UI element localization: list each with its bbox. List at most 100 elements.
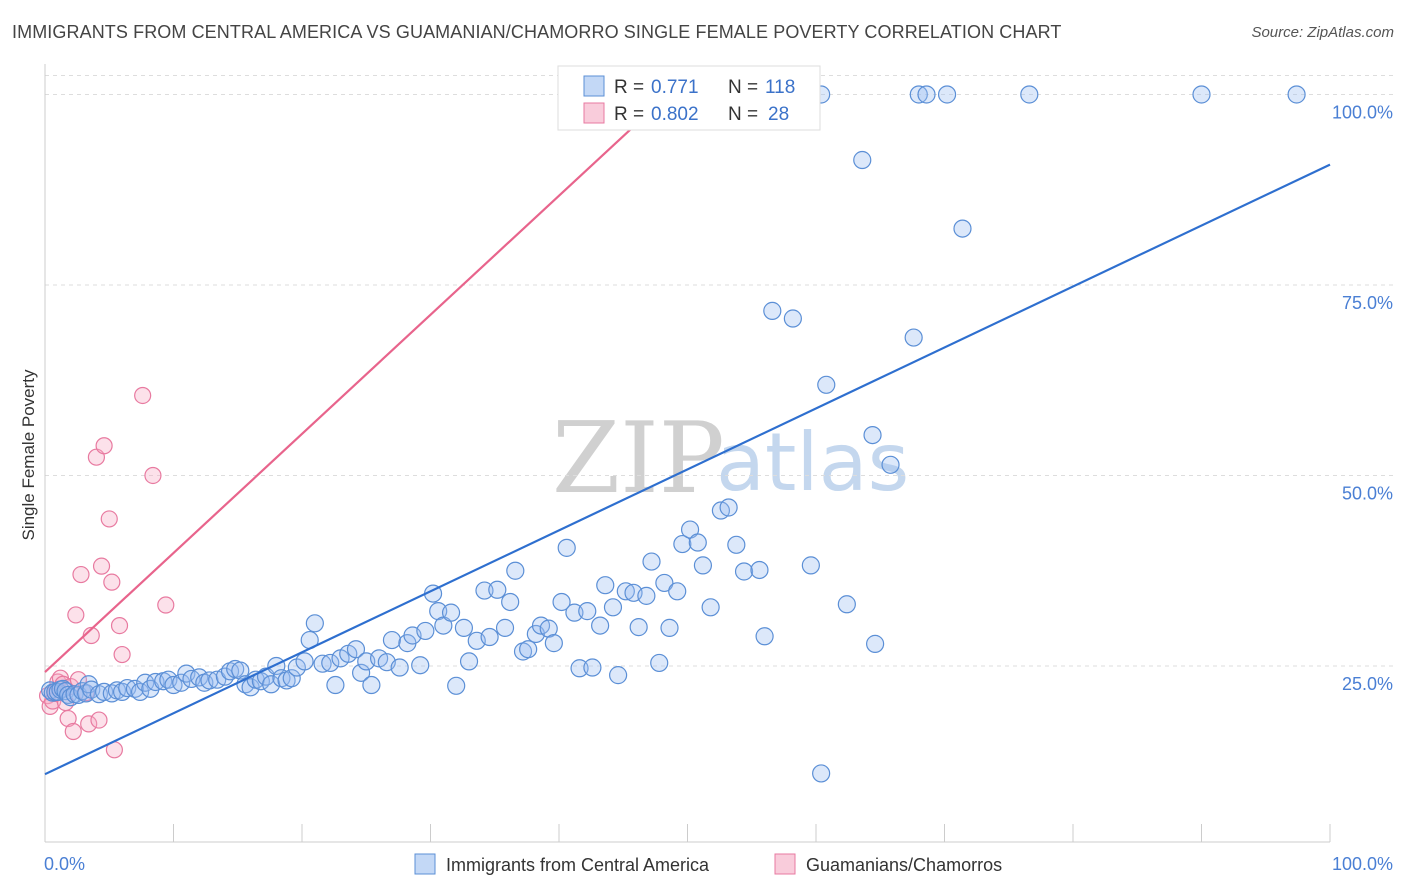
- y-axis-label: Single Female Poverty: [19, 369, 38, 541]
- central-america-point-84: [506, 561, 525, 580]
- central-america-point-127: [853, 150, 872, 170]
- central-america-point-77: [459, 652, 479, 671]
- guamanian-trend-line: [44, 93, 669, 673]
- central-america-point-70: [416, 621, 435, 641]
- central-america-point-130: [881, 455, 900, 474]
- stats-pink-n-label: N =: [728, 104, 758, 125]
- guamanian-point-27: [144, 466, 162, 485]
- bottom-legend: Immigrants from Central America Guamania…: [414, 853, 1002, 875]
- y-tick-label-0: 25.0%: [1342, 674, 1393, 694]
- central-america-point-121: [763, 301, 782, 320]
- central-america-point-123: [801, 556, 820, 575]
- central-america-point-36: [215, 667, 234, 686]
- legend-blue-label: Immigrants from Central America: [446, 855, 710, 875]
- guamanian-point-12: [69, 671, 88, 689]
- central-america-point-62: [362, 675, 381, 695]
- central-america-point-69: [411, 656, 430, 675]
- stats-blue-n-label: N =: [728, 77, 758, 98]
- guamanian-point-20: [95, 437, 113, 455]
- central-america-point-139: [1287, 85, 1306, 104]
- guamanian-point-22: [103, 573, 121, 591]
- central-america-point-129: [866, 634, 885, 653]
- central-america-point-75: [447, 676, 466, 695]
- central-america-point-136: [937, 85, 957, 104]
- legend-pink-swatch: [774, 853, 796, 875]
- central-america-point-91: [552, 592, 571, 612]
- central-america-point-90: [544, 634, 563, 653]
- central-america-point-118: [734, 562, 754, 581]
- guamanian-point-26: [134, 386, 152, 405]
- central-america-point-124: [812, 764, 831, 783]
- central-america-point-59: [346, 640, 366, 659]
- central-america-point-51: [295, 652, 314, 671]
- central-america-point-56: [326, 675, 345, 695]
- central-america-point-95: [578, 602, 597, 621]
- central-america-point-106: [650, 653, 669, 673]
- central-america-point-116: [719, 498, 738, 517]
- central-america-point-21: [125, 679, 145, 698]
- central-america-point-89: [539, 619, 558, 638]
- central-america-point-34: [200, 671, 219, 690]
- guamanian-point-13: [72, 565, 90, 584]
- stats-pink-r-label: R =: [614, 104, 644, 125]
- central-america-point-114: [701, 598, 720, 617]
- central-america-point-74: [441, 603, 461, 622]
- central-america-point-128: [863, 425, 882, 445]
- guamanian-point-15: [80, 715, 98, 733]
- central-america-point-104: [637, 586, 656, 605]
- stats-legend-box: R = 0.771 N = 118 R = 0.802 N = 28: [557, 65, 821, 131]
- stats-blue-r-label: R =: [614, 77, 644, 98]
- central-america-point-137: [1020, 85, 1039, 104]
- central-america-point-100: [609, 666, 628, 685]
- central-america-point-109: [668, 582, 687, 601]
- central-america-point-94: [570, 659, 589, 678]
- watermark-atlas: atlas: [716, 416, 909, 509]
- central-america-point-55: [321, 653, 340, 673]
- chart-source: Source: ZipAtlas.com: [1251, 24, 1394, 41]
- central-america-point-99: [603, 598, 623, 617]
- legend-blue-swatch: [414, 853, 436, 875]
- guamanian-point-18: [90, 711, 108, 729]
- central-america-point-132: [953, 219, 972, 238]
- series-central-america-points: [41, 85, 1306, 783]
- stats-pink-n-value: 28: [768, 104, 789, 125]
- central-america-point-108: [660, 618, 679, 637]
- central-america-point-65: [382, 630, 402, 650]
- central-america-point-131: [904, 328, 923, 347]
- stats-blue-n-value: 118: [765, 77, 795, 98]
- central-america-point-112: [688, 533, 707, 552]
- y-tick-label-1: 50.0%: [1342, 483, 1393, 503]
- central-america-point-122: [783, 309, 802, 328]
- central-america-point-32: [190, 668, 209, 687]
- central-america-point-96: [583, 658, 602, 677]
- y-tick-labels: 25.0% 50.0% 75.0% 100.0%: [1332, 102, 1393, 694]
- gridlines: [45, 74, 1395, 667]
- central-america-point-82: [495, 618, 515, 637]
- central-america-trend-line: [44, 163, 1331, 776]
- central-america-point-126: [837, 595, 856, 614]
- central-america-point-110: [673, 534, 692, 554]
- central-america-point-101: [616, 582, 635, 601]
- central-america-point-49: [282, 669, 301, 688]
- guamanian-point-11: [67, 606, 85, 624]
- stats-blue-r-value: 0.771: [651, 77, 699, 98]
- y-tick-label-2: 75.0%: [1342, 293, 1393, 313]
- x-tick-labels: 0.0% 100.0%: [44, 854, 1393, 874]
- central-america-point-134: [909, 85, 928, 104]
- y-tick-label-3: 100.0%: [1332, 102, 1393, 122]
- guamanian-point-8: [59, 709, 77, 728]
- central-america-point-53: [305, 614, 324, 633]
- x-tick-label-0: 0.0%: [44, 854, 85, 874]
- guamanian-point-28: [157, 596, 175, 614]
- central-america-point-7: [59, 685, 78, 705]
- guamanian-point-10: [64, 722, 82, 741]
- watermark-zip: ZIP: [552, 402, 725, 516]
- central-america-point-119: [750, 560, 769, 580]
- central-america-point-81: [488, 580, 507, 599]
- central-america-point-117: [727, 535, 746, 554]
- central-america-point-107: [655, 573, 674, 593]
- trend-lines: [44, 93, 1331, 776]
- central-america-point-120: [755, 627, 774, 646]
- legend-pink-label: Guamanians/Chamorros: [806, 855, 1002, 875]
